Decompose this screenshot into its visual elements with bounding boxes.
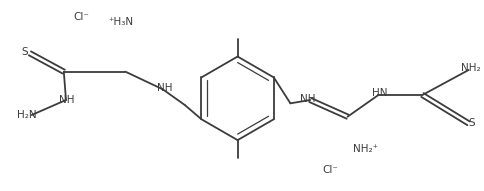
- Text: NH: NH: [157, 83, 172, 93]
- Text: NH: NH: [300, 94, 316, 104]
- Text: Cl⁻: Cl⁻: [74, 12, 90, 22]
- Text: HN: HN: [372, 88, 387, 98]
- Text: NH₂: NH₂: [461, 63, 481, 73]
- Text: ⁺H₃N: ⁺H₃N: [108, 17, 134, 27]
- Text: S: S: [469, 118, 475, 128]
- Text: NH: NH: [59, 95, 75, 105]
- Text: S: S: [22, 47, 29, 57]
- Text: NH₂⁺: NH₂⁺: [353, 144, 378, 154]
- Text: Cl⁻: Cl⁻: [322, 165, 338, 175]
- Text: H₂N: H₂N: [16, 110, 36, 120]
